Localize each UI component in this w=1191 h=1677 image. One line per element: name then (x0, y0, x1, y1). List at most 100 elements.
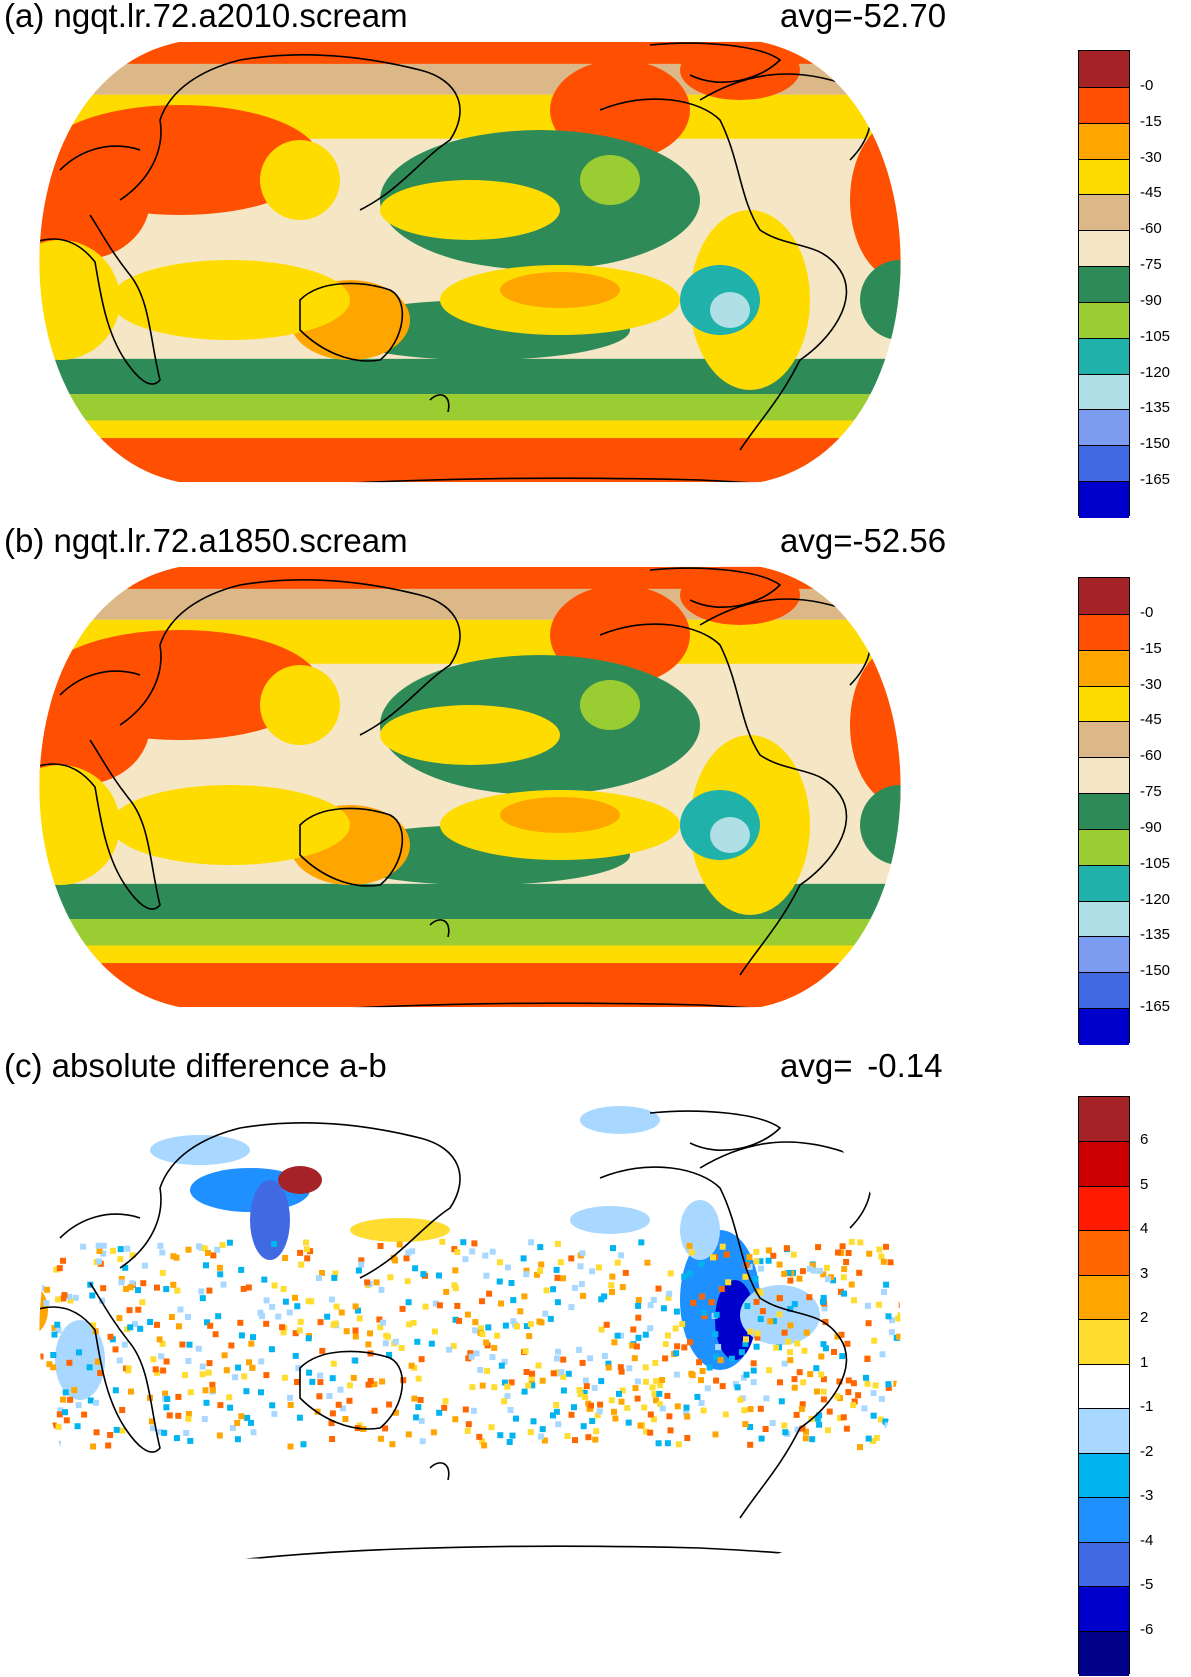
difference-cell (633, 1343, 640, 1350)
difference-cell (527, 1429, 534, 1436)
colorbar-swatch (1079, 578, 1129, 614)
difference-cell (63, 1417, 70, 1424)
difference-cell (365, 1341, 372, 1348)
difference-cell (107, 1432, 114, 1438)
difference-cell (635, 1314, 642, 1321)
difference-cell (664, 1332, 671, 1339)
difference-cell (657, 1382, 664, 1389)
difference-cell (683, 1409, 690, 1416)
difference-cell (554, 1299, 561, 1306)
difference-cell (358, 1257, 365, 1264)
difference-cell (713, 1354, 720, 1361)
difference-cell (498, 1362, 505, 1369)
difference-cell (588, 1402, 594, 1409)
difference-cell (275, 1313, 282, 1320)
field-region (250, 1180, 290, 1260)
difference-cell (107, 1333, 114, 1340)
difference-cell (704, 1385, 711, 1392)
difference-cell (156, 1336, 163, 1343)
difference-cell (173, 1435, 180, 1442)
difference-cell (392, 1409, 399, 1416)
difference-cell (822, 1319, 829, 1325)
field-region (39, 665, 150, 785)
difference-cell (166, 1412, 173, 1419)
colorbar-tick-label: -30 (1140, 675, 1162, 693)
difference-cell (865, 1320, 872, 1327)
difference-cell (74, 1423, 81, 1430)
difference-cell (582, 1394, 589, 1400)
difference-cell (863, 1374, 869, 1381)
difference-cell (508, 1280, 515, 1286)
difference-cell (387, 1274, 394, 1281)
difference-cell (576, 1387, 583, 1393)
difference-cell (757, 1316, 764, 1322)
difference-cell (550, 1286, 557, 1293)
colorbar (1078, 1096, 1130, 1676)
field-band (39, 358, 901, 395)
difference-cell (581, 1390, 588, 1396)
difference-cell (60, 1257, 66, 1264)
difference-cell (616, 1390, 622, 1397)
difference-cell (568, 1304, 575, 1311)
difference-cell (675, 1441, 682, 1448)
difference-cell (80, 1243, 87, 1250)
difference-cell (316, 1393, 323, 1400)
colorbar-tick-label: -45 (1140, 184, 1162, 202)
coastline (119, 53, 461, 211)
difference-cell (773, 1344, 780, 1351)
difference-cell (486, 1290, 493, 1297)
difference-cell (618, 1252, 625, 1259)
difference-cell (632, 1385, 639, 1392)
difference-cell (837, 1415, 843, 1422)
difference-cell (550, 1412, 556, 1419)
colorbar-swatch (1079, 864, 1129, 902)
difference-cell (598, 1326, 605, 1333)
difference-cell (601, 1293, 608, 1300)
difference-cell (672, 1325, 679, 1332)
difference-cell (619, 1284, 626, 1291)
average-value: -52.56 (852, 522, 947, 559)
coastline (649, 567, 782, 608)
panel-average: avg=-52.70 (780, 0, 946, 34)
difference-cell (177, 1306, 184, 1313)
difference-cell (132, 1321, 138, 1327)
difference-cell (271, 1241, 278, 1247)
difference-cell (538, 1261, 545, 1268)
difference-cell (901, 1262, 907, 1268)
difference-cell (763, 1395, 770, 1402)
colorbar-tick-label: -165 (1140, 471, 1171, 489)
difference-cell (356, 1315, 363, 1322)
colorbar-swatch (1079, 194, 1129, 232)
difference-cell (303, 1239, 309, 1246)
average-label: avg= (780, 1047, 853, 1084)
difference-cell (57, 1407, 64, 1414)
difference-cell (329, 1436, 336, 1442)
colorbar (1078, 50, 1130, 518)
field-region (860, 785, 901, 865)
difference-cell (618, 1368, 625, 1375)
coastline (299, 807, 404, 887)
difference-cell (160, 1367, 167, 1374)
coastline (429, 919, 450, 938)
difference-cell (116, 1357, 123, 1364)
difference-cell (72, 1294, 79, 1301)
difference-cell (30, 1443, 36, 1449)
difference-cell (889, 1317, 895, 1324)
difference-cell (750, 1367, 757, 1374)
difference-cell (845, 1250, 852, 1256)
difference-cell (535, 1362, 542, 1369)
field-band (39, 883, 901, 920)
colorbar-tick-label: 6 (1140, 1131, 1149, 1149)
difference-cell (550, 1370, 557, 1377)
difference-cell (878, 1253, 885, 1260)
difference-cell (308, 1298, 315, 1305)
colorbar-swatch (1079, 1363, 1129, 1410)
difference-cell (71, 1387, 78, 1394)
difference-cell (431, 1328, 438, 1335)
difference-cell (66, 1359, 73, 1366)
difference-cell (673, 1371, 680, 1378)
difference-cell (806, 1265, 813, 1272)
difference-cell (555, 1348, 561, 1355)
difference-cell (470, 1407, 477, 1414)
difference-cell (592, 1436, 599, 1443)
